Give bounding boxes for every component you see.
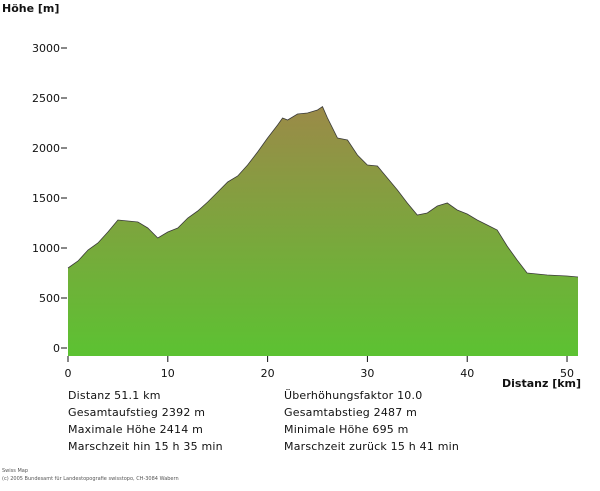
y-tick-label: 2000 — [32, 142, 60, 155]
x-axis-label: Distanz [km] — [502, 377, 581, 390]
stat-maximale-hoehe: Maximale Höhe 2414 m — [68, 423, 204, 436]
y-tick-label: 0 — [53, 342, 60, 355]
stat-gesamtaufstieg: Gesamtaufstieg 2392 m — [68, 406, 206, 419]
y-tick-label: 1500 — [32, 192, 60, 205]
x-tick-label: 50 — [560, 367, 574, 380]
credit-line-1: Swiss Map — [2, 468, 29, 474]
stat-ueberhoehungsfaktor: Überhöhungsfaktor 10.0 — [284, 389, 423, 402]
y-axis-label: Höhe [m] — [2, 2, 59, 15]
stat-marschzeit-zurueck: Marschzeit zurück 15 h 41 min — [284, 440, 460, 453]
x-tick-label: 0 — [65, 367, 72, 380]
elevation-line — [67, 105, 579, 278]
elevation-area — [68, 106, 578, 356]
stat-marschzeit-hin: Marschzeit hin 15 h 35 min — [68, 440, 223, 453]
x-tick-label: 10 — [161, 367, 175, 380]
x-tick-label: 30 — [360, 367, 374, 380]
stat-distanz: Distanz 51.1 km — [68, 389, 161, 402]
stat-gesamtabstieg: Gesamtabstieg 2487 m — [284, 406, 418, 419]
y-tick-label: 1000 — [32, 242, 60, 255]
x-tick-label: 20 — [261, 367, 275, 380]
stat-minimale-hoehe: Minimale Höhe 695 m — [284, 423, 409, 436]
y-tick-label: 500 — [39, 292, 60, 305]
credit-line-2: (c) 2005 Bundesamt für Landestopografie … — [2, 476, 179, 482]
y-tick-label: 3000 — [32, 42, 60, 55]
x-tick-label: 40 — [460, 367, 474, 380]
y-tick-label: 2500 — [32, 92, 60, 105]
